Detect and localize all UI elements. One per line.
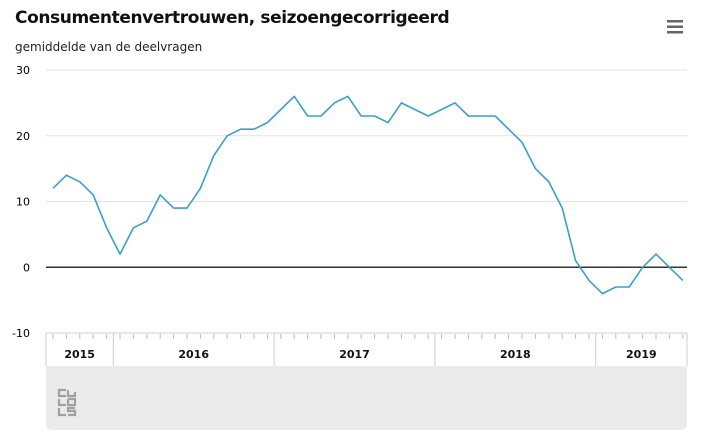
- chart-title: Consumentenvertrouwen, seizoengecorrigee…: [15, 8, 450, 28]
- data-point[interactable]: [345, 93, 351, 99]
- data-point[interactable]: [452, 100, 458, 106]
- data-point[interactable]: [506, 126, 512, 132]
- year-label: 2017: [339, 348, 370, 361]
- data-point[interactable]: [372, 113, 378, 119]
- data-point[interactable]: [573, 258, 579, 264]
- y-tick-label: 20: [16, 130, 30, 143]
- data-point[interactable]: [318, 113, 324, 119]
- y-tick-label: 10: [16, 196, 30, 209]
- data-point[interactable]: [197, 185, 203, 191]
- data-point[interactable]: [599, 291, 605, 297]
- data-point[interactable]: [117, 251, 123, 257]
- year-label: 2015: [64, 348, 95, 361]
- data-point[interactable]: [251, 126, 257, 132]
- year-label: 2019: [626, 348, 657, 361]
- data-point[interactable]: [264, 120, 270, 126]
- hamburger-menu-icon[interactable]: [664, 18, 686, 36]
- data-point[interactable]: [50, 185, 56, 191]
- y-tick-label: 0: [23, 261, 30, 274]
- data-point[interactable]: [63, 172, 69, 178]
- y-axis: -10 0 10 20 30: [12, 64, 30, 340]
- x-axis: 2015 2016 2017 2018 2019: [45, 332, 688, 366]
- data-point[interactable]: [666, 264, 672, 270]
- data-point[interactable]: [626, 284, 632, 290]
- data-point[interactable]: [238, 126, 244, 132]
- data-point[interactable]: [224, 133, 230, 139]
- data-point[interactable]: [465, 113, 471, 119]
- data-point[interactable]: [130, 225, 136, 231]
- y-tick-label: 30: [16, 64, 30, 77]
- cbs-logo-icon: [56, 388, 78, 418]
- data-point[interactable]: [77, 179, 83, 185]
- data-point[interactable]: [331, 100, 337, 106]
- data-point[interactable]: [412, 106, 418, 112]
- data-point[interactable]: [278, 106, 284, 112]
- data-point[interactable]: [680, 277, 686, 283]
- chart-footer: [46, 366, 687, 430]
- y-tick-label: -10: [12, 327, 30, 340]
- series-layer: [50, 93, 686, 297]
- grid-lines: [46, 69, 687, 334]
- data-point[interactable]: [385, 120, 391, 126]
- data-point[interactable]: [613, 284, 619, 290]
- data-point[interactable]: [358, 113, 364, 119]
- data-point[interactable]: [586, 277, 592, 283]
- data-point[interactable]: [546, 179, 552, 185]
- data-point[interactable]: [532, 166, 538, 172]
- data-point[interactable]: [171, 205, 177, 211]
- data-point[interactable]: [640, 264, 646, 270]
- data-point[interactable]: [559, 205, 565, 211]
- series-line[interactable]: [52, 95, 684, 295]
- data-point[interactable]: [519, 139, 525, 145]
- data-point[interactable]: [305, 113, 311, 119]
- year-label: 2016: [178, 348, 209, 361]
- data-point[interactable]: [90, 192, 96, 198]
- data-point[interactable]: [398, 100, 404, 106]
- data-point[interactable]: [425, 113, 431, 119]
- data-point[interactable]: [157, 192, 163, 198]
- data-point[interactable]: [439, 106, 445, 112]
- data-point[interactable]: [184, 205, 190, 211]
- data-point[interactable]: [211, 152, 217, 158]
- data-point[interactable]: [653, 251, 659, 257]
- year-label: 2018: [500, 348, 531, 361]
- data-point[interactable]: [291, 93, 297, 99]
- data-point[interactable]: [104, 225, 110, 231]
- data-point[interactable]: [479, 113, 485, 119]
- data-point[interactable]: [144, 218, 150, 224]
- chart-subtitle: gemiddelde van de deelvragen: [15, 40, 203, 54]
- data-point[interactable]: [492, 113, 498, 119]
